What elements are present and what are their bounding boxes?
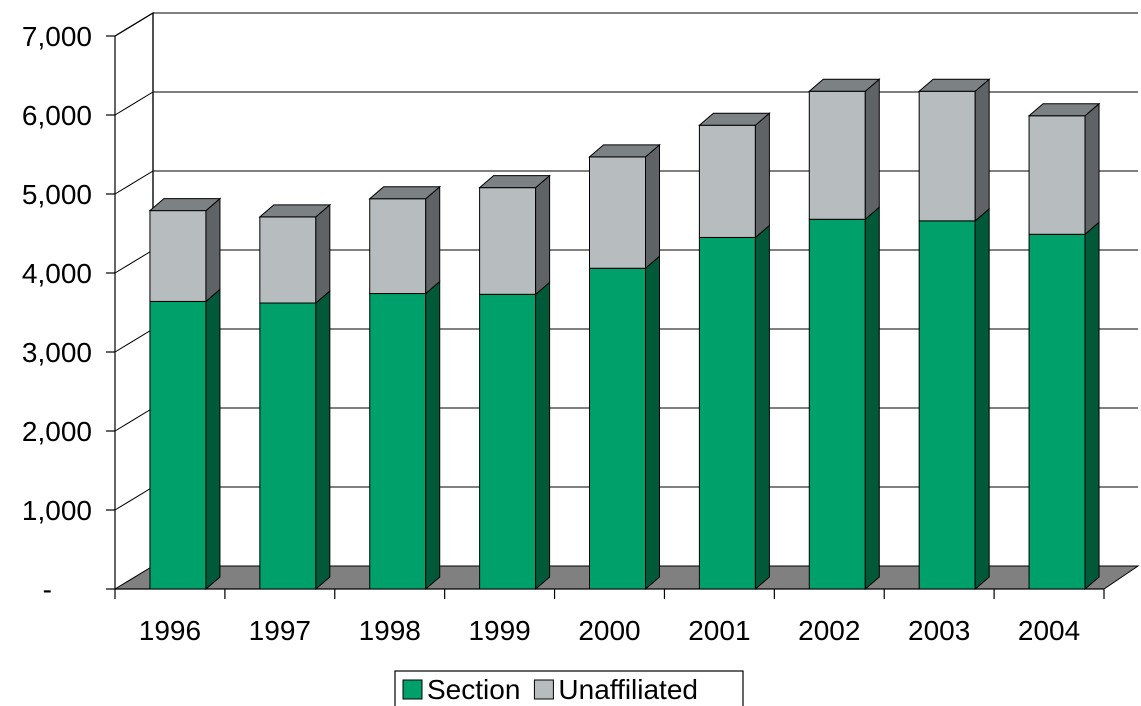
bar-segment-front — [259, 302, 317, 590]
y-tick-label: 1,000 — [22, 495, 92, 526]
x-tick-label: 2004 — [1018, 615, 1080, 646]
y-axis-tick-labels: - 1,000 2,000 3,000 4,000 5,000 6,000 7,000 — [22, 21, 92, 605]
bar-segment-side — [645, 143, 660, 270]
x-tick-label: 2003 — [908, 615, 970, 646]
bar-segment-top — [588, 144, 661, 158]
x-tick-label: 2000 — [578, 615, 640, 646]
bar-stack — [588, 143, 661, 591]
bar-segment-side — [425, 185, 441, 295]
legend-swatch — [402, 679, 423, 700]
bar-segment-top — [478, 175, 551, 189]
bar-stack — [148, 197, 222, 591]
bar-segment-side — [315, 289, 331, 591]
x-tick-label: 1998 — [359, 615, 421, 646]
bar-segment-top — [368, 186, 442, 200]
bar-stack — [368, 185, 442, 591]
bar-segment-side — [205, 288, 221, 591]
bar-segment-top — [148, 198, 222, 212]
bar-stack — [478, 174, 551, 591]
bar-segment-side — [315, 203, 331, 305]
bar-segment-front — [698, 124, 756, 238]
bar-stack — [258, 203, 332, 591]
legend-box — [394, 670, 744, 706]
legend-swatch — [533, 679, 554, 700]
bar-segment-front — [149, 210, 207, 302]
bar-segment-top — [917, 78, 991, 92]
bar-stack — [917, 78, 991, 591]
x-tick-label: 1996 — [139, 615, 201, 646]
bar-segment-side — [864, 206, 880, 591]
bar-segment-front — [698, 236, 756, 590]
y-tick-label: 7,000 — [22, 21, 92, 52]
bar-segment-front — [808, 90, 866, 220]
legend-label: Section — [427, 674, 520, 705]
legend: Section Unaffiliated — [394, 670, 744, 706]
bar-segment-front — [369, 198, 427, 295]
bar-segment-side — [1084, 221, 1100, 591]
bar-segment-side — [645, 255, 660, 591]
bar-segment-front — [918, 220, 976, 590]
x-tick-label: 2001 — [688, 615, 750, 646]
bar-segment-top — [1027, 103, 1101, 117]
bar-segment-front — [589, 156, 646, 269]
y-tick-label: 3,000 — [22, 337, 92, 368]
x-tick-label: 2002 — [798, 615, 860, 646]
bar-stack — [1027, 102, 1101, 591]
x-tick-label: 1999 — [468, 615, 530, 646]
x-axis-tick-labels: 1996 1997 1998 1999 2000 2001 2002 2003 2004 — [139, 615, 1080, 646]
bar-stack — [807, 78, 881, 591]
bar-segment-front — [1028, 115, 1086, 235]
bar-segment-side — [1084, 102, 1100, 236]
bar-segment-front — [479, 293, 537, 590]
bar-segment-side — [425, 280, 441, 591]
bar-segment-front — [369, 293, 427, 590]
bar-segment-side — [864, 78, 880, 221]
bar-segment-front — [259, 216, 317, 304]
x-tick-label: 1997 — [249, 615, 311, 646]
bar-segment-front — [479, 187, 537, 295]
bar-segment-front — [808, 218, 866, 590]
y-tick-label: 5,000 — [22, 179, 92, 210]
bars — [148, 78, 1101, 591]
bar-segment-side — [535, 281, 551, 591]
legend-label: Unaffiliated — [558, 674, 698, 705]
bar-segment-side — [205, 197, 221, 303]
bar-segment-front — [149, 300, 207, 590]
bar-segment-front — [589, 267, 646, 590]
bar-segment-top — [258, 204, 332, 218]
bar-segment-side — [754, 112, 770, 239]
gridline — [114, 12, 1138, 37]
y-tick-label: 6,000 — [22, 100, 92, 131]
bar-segment-front — [1028, 233, 1086, 590]
bar-segment-front — [918, 90, 976, 222]
y-tick-label: 4,000 — [22, 258, 92, 289]
bar-segment-top — [698, 112, 771, 126]
bar-stack — [698, 112, 771, 591]
bar-segment-side — [754, 224, 770, 591]
bar-segment-side — [974, 78, 990, 222]
bar-segment-side — [535, 174, 551, 296]
bar-segment-top — [807, 78, 881, 92]
y-tick-label: 2,000 — [22, 416, 92, 447]
bar-segment-side — [974, 207, 990, 591]
y-tick-label: - — [43, 574, 52, 605]
